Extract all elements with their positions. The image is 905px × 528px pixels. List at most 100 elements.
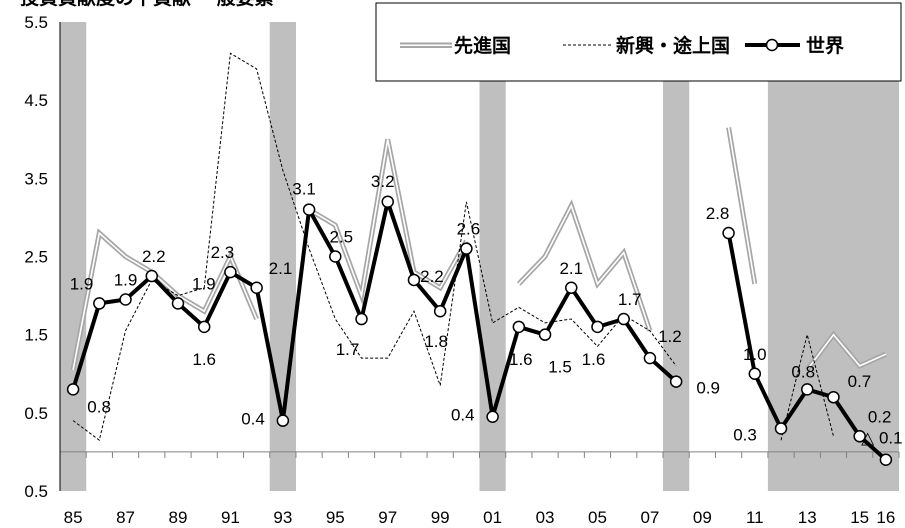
title-fragment: 投資貢献度の下貢献 一般要素	[20, 0, 274, 9]
data-label-2003: 1.5	[548, 358, 572, 377]
x-tick-label-1: 87	[116, 508, 135, 527]
world-point-1986	[93, 297, 106, 310]
data-label-2006: 1.7	[618, 290, 642, 309]
world-point-2005	[591, 320, 604, 334]
x-tick-label-15: 15	[850, 508, 869, 527]
legend-item-developed: 先進国	[400, 34, 511, 57]
x-tick-label-7: 99	[431, 508, 450, 527]
x-tick-label-14: 13	[798, 508, 817, 527]
data-label-2000: 2.6	[457, 220, 481, 239]
y-tick-label-1: 4.5	[24, 91, 48, 110]
series-emerging-1	[780, 334, 834, 441]
data-label-1996: 1.7	[336, 340, 360, 359]
data-label-2014: 0.7	[848, 372, 872, 391]
data-label-2010: 2.8	[706, 204, 730, 223]
x-tick-label-4: 93	[273, 508, 292, 527]
shade-band-3	[663, 22, 690, 491]
world-point-2007	[643, 351, 657, 365]
data-label-2012: 0.3	[733, 425, 757, 444]
x-tick-label-11: 07	[640, 508, 659, 527]
world-point-2013	[800, 383, 814, 396]
data-label-2016: △ 0.1	[861, 429, 902, 448]
x-tick-label-16: 16	[876, 508, 895, 527]
data-label-1997: 3.2	[371, 172, 395, 191]
legend-marker-world	[765, 38, 779, 52]
x-tick-label-12: 09	[693, 508, 712, 527]
y-tick-label-3: 2.5	[24, 248, 48, 267]
data-label-1990: 1.6	[192, 350, 216, 369]
data-label-1999: 1.8	[424, 332, 448, 351]
legend: 先進国 新興・途上国 世界	[375, 2, 902, 82]
world-point-2010	[722, 226, 735, 240]
world-point-2012	[774, 422, 788, 435]
data-label-1985: 0.8	[87, 397, 111, 416]
legend-box	[375, 2, 902, 82]
world-point-1987	[119, 293, 132, 306]
world-point-2014	[827, 390, 840, 404]
recession-shading	[60, 22, 899, 491]
data-label-2005: 1.6	[582, 350, 606, 369]
world-point-1995	[329, 250, 342, 263]
legend-item-emerging: 新興・途上国	[563, 34, 730, 57]
legend-label-developed: 先進国	[454, 34, 511, 57]
x-tick-label-0: 85	[64, 508, 83, 527]
world-point-2008	[669, 375, 683, 388]
world-point-2001	[486, 410, 499, 423]
world-point-1997	[381, 195, 394, 209]
series-developed-inner-1	[308, 139, 468, 299]
series-world-0	[71, 199, 678, 423]
x-tick-label-8: 01	[483, 508, 502, 527]
world-point-1992	[250, 281, 263, 295]
data-label-2001: 0.4	[451, 406, 475, 425]
world-point-2016	[879, 453, 893, 466]
data-labels: 0.81.9 1.92.21.91.62.32.10.43.12.51.73.22…	[70, 172, 903, 448]
data-label-1988: 2.2	[142, 247, 166, 266]
data-label-2008: 0.9	[696, 379, 720, 398]
data-label-1993: 0.4	[241, 410, 265, 429]
x-tick-label-10: 05	[588, 508, 607, 527]
data-label-2015: 0.2	[868, 407, 892, 426]
legend-label-world: 世界	[806, 35, 844, 57]
series-lines	[66, 52, 893, 466]
data-label-1998: 2.2	[420, 267, 444, 286]
data-label-2004: 2.1	[559, 259, 583, 278]
data-label-1994: 3.1	[292, 180, 316, 199]
world-point-2004	[565, 281, 578, 295]
data-label-2011: 1.0	[743, 345, 767, 364]
data-label-2002: 1.6	[509, 350, 533, 369]
data-label-2007: 1.2	[658, 327, 682, 346]
x-tick-label-2: 89	[169, 508, 188, 527]
data-label-1991: 2.3	[211, 243, 235, 262]
y-tick-label-5: 0.5	[24, 404, 48, 423]
series-developed-outer-2	[516, 199, 653, 332]
world-point-1999	[433, 304, 447, 318]
x-tick-label-13: 11	[746, 508, 764, 527]
data-label-1995: 2.5	[329, 228, 353, 247]
series-developed-inner-0	[72, 231, 258, 370]
y-tick-label-6: 0.5	[24, 482, 48, 501]
x-tick-label-3: 91	[221, 508, 240, 527]
series-developed-inner-3	[727, 127, 756, 285]
world-point-2000	[460, 242, 473, 255]
world-point-2006	[617, 312, 630, 326]
x-tick-label-6: 97	[378, 508, 397, 527]
world-point-1994	[302, 203, 316, 216]
y-tick-label-2: 3.5	[24, 169, 48, 188]
y-tick-label-4: 1.5	[24, 326, 48, 345]
shade-band-0	[60, 22, 87, 491]
world-point-1989	[171, 297, 185, 310]
world-point-1996	[355, 312, 368, 326]
legend-label-emerging: 新興・途上国	[616, 34, 730, 57]
world-point-1998	[407, 273, 421, 287]
data-label-1992: 2.1	[269, 259, 293, 278]
series-emerging-0	[72, 52, 677, 442]
data-label-1989: 1.9	[192, 274, 216, 293]
world-point-2002	[512, 320, 526, 334]
data-label-2013: 0.8	[791, 362, 815, 381]
legend-item-world: 世界	[745, 35, 844, 57]
world-point-2015	[853, 430, 866, 443]
world-point-1991	[224, 265, 237, 279]
data-label-1987: 1.9	[114, 270, 138, 289]
world-point-1993	[276, 414, 290, 427]
